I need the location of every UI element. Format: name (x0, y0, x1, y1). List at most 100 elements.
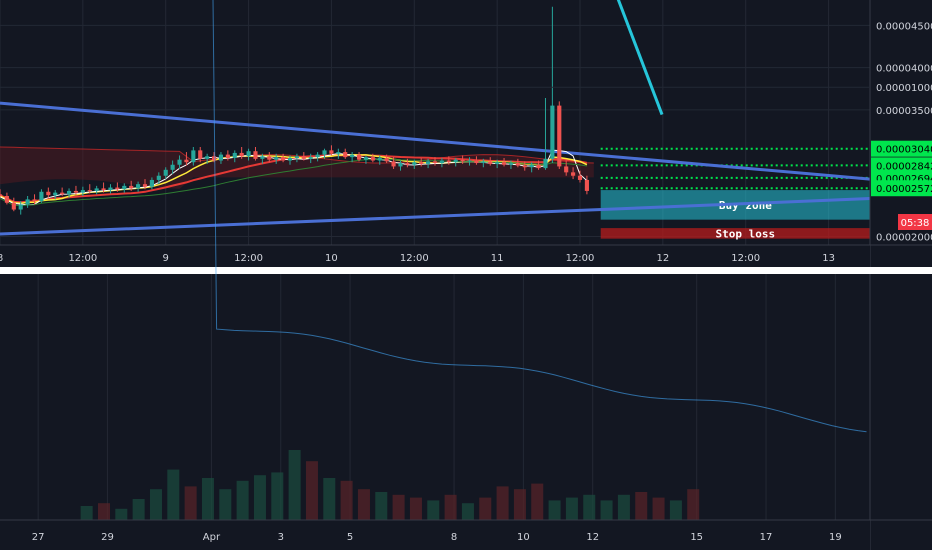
trendline-lower[interactable] (0, 197, 871, 236)
top-candle[interactable] (322, 150, 327, 155)
top-candle[interactable] (287, 157, 293, 161)
price-level-badge[interactable] (871, 140, 932, 157)
top-candle[interactable] (391, 161, 396, 167)
top-candle[interactable] (225, 154, 230, 158)
top-candle[interactable] (405, 163, 410, 165)
top-candle[interactable] (557, 105, 562, 167)
top-candle[interactable] (522, 165, 527, 168)
top-candle[interactable] (350, 154, 355, 158)
top-candle[interactable] (301, 156, 306, 159)
top-candle[interactable] (356, 154, 362, 160)
top-candle[interactable] (446, 160, 451, 163)
stop-loss-zone[interactable] (600, 228, 870, 239)
top-candle[interactable] (267, 156, 272, 160)
top-candle[interactable] (177, 159, 182, 165)
top-candle[interactable] (495, 162, 500, 164)
top-candle[interactable] (515, 163, 520, 166)
top-candle[interactable] (536, 164, 541, 169)
top-candle[interactable] (426, 161, 431, 164)
top-candle[interactable] (32, 199, 37, 202)
top-candle[interactable] (11, 202, 16, 210)
top-price-axis[interactable] (870, 0, 932, 245)
top-candle[interactable] (439, 160, 444, 164)
top-candle[interactable] (191, 150, 196, 163)
top-candle[interactable] (4, 196, 9, 203)
top-candle[interactable] (508, 163, 514, 165)
top-candle[interactable] (584, 179, 589, 191)
top-candle[interactable] (474, 160, 479, 164)
top-candle[interactable] (80, 190, 85, 193)
top-candle[interactable] (115, 187, 120, 190)
top-candle[interactable] (260, 156, 265, 159)
top-candle[interactable] (149, 179, 154, 187)
top-candle[interactable] (218, 154, 224, 161)
top-candle[interactable] (398, 163, 403, 167)
top-candle[interactable] (0, 194, 3, 196)
top-candle[interactable] (53, 192, 58, 196)
top-candle[interactable] (543, 158, 548, 169)
top-candle[interactable] (529, 164, 534, 168)
top-candle[interactable] (481, 161, 486, 164)
top-candle[interactable] (432, 161, 438, 164)
top-candle[interactable] (488, 161, 493, 164)
top-candle[interactable] (253, 151, 258, 159)
top-candle[interactable] (211, 156, 217, 161)
bottom-time-axis[interactable] (0, 520, 870, 550)
top-candle[interactable] (60, 192, 65, 195)
top-candle[interactable] (501, 162, 507, 165)
top-candle[interactable] (239, 152, 244, 157)
top-candle[interactable] (294, 156, 299, 158)
top-candle[interactable] (46, 191, 51, 196)
top-candle[interactable] (419, 162, 424, 164)
top-time-axis[interactable] (0, 245, 870, 267)
top-candle[interactable] (205, 156, 210, 159)
panel-separator[interactable] (0, 267, 932, 274)
top-candle[interactable] (384, 157, 389, 162)
top-candle[interactable] (163, 169, 168, 176)
top-candle[interactable] (274, 157, 279, 160)
top-candle[interactable] (460, 159, 465, 162)
top-candle[interactable] (87, 190, 92, 192)
top-candle[interactable] (73, 190, 79, 193)
bottom-plot-area[interactable] (0, 274, 870, 520)
top-candle[interactable] (412, 162, 417, 165)
price-level-badge[interactable] (871, 180, 932, 197)
top-candle[interactable] (136, 184, 141, 189)
top-candle[interactable] (156, 175, 161, 180)
top-candle[interactable] (170, 164, 175, 170)
top-candle[interactable] (108, 187, 113, 191)
top-candle[interactable] (281, 157, 286, 161)
top-candle[interactable] (246, 151, 251, 157)
top-candle[interactable] (198, 150, 203, 159)
countdown-badge[interactable] (898, 214, 932, 230)
top-candle[interactable] (315, 154, 320, 158)
top-candle[interactable] (66, 190, 72, 195)
top-candle[interactable] (453, 159, 458, 163)
top-candle[interactable] (363, 157, 369, 160)
top-candle[interactable] (94, 188, 99, 191)
top-candle[interactable] (25, 199, 30, 205)
top-candle[interactable] (122, 185, 127, 190)
top-candle[interactable] (564, 166, 569, 173)
top-candle[interactable] (336, 152, 341, 154)
top-candle[interactable] (308, 157, 313, 159)
top-candle[interactable] (18, 204, 23, 210)
top-candle[interactable] (377, 157, 382, 161)
top-candle[interactable] (39, 191, 44, 202)
top-candle[interactable] (142, 184, 148, 187)
bottom-price-axis[interactable] (870, 274, 932, 520)
top-candle[interactable] (370, 157, 375, 161)
top-candle[interactable] (467, 160, 472, 162)
top-candle[interactable] (571, 172, 576, 176)
top-candle[interactable] (577, 175, 583, 180)
top-candle[interactable] (550, 105, 555, 159)
top-candle[interactable] (232, 152, 237, 158)
top-candle[interactable] (129, 185, 134, 189)
price-level-badge[interactable] (871, 157, 932, 174)
top-candle[interactable] (343, 152, 348, 158)
top-candle[interactable] (329, 150, 334, 154)
trendline-upper[interactable] (0, 101, 871, 181)
top-candle[interactable] (101, 188, 106, 191)
top-candle[interactable] (184, 159, 189, 163)
